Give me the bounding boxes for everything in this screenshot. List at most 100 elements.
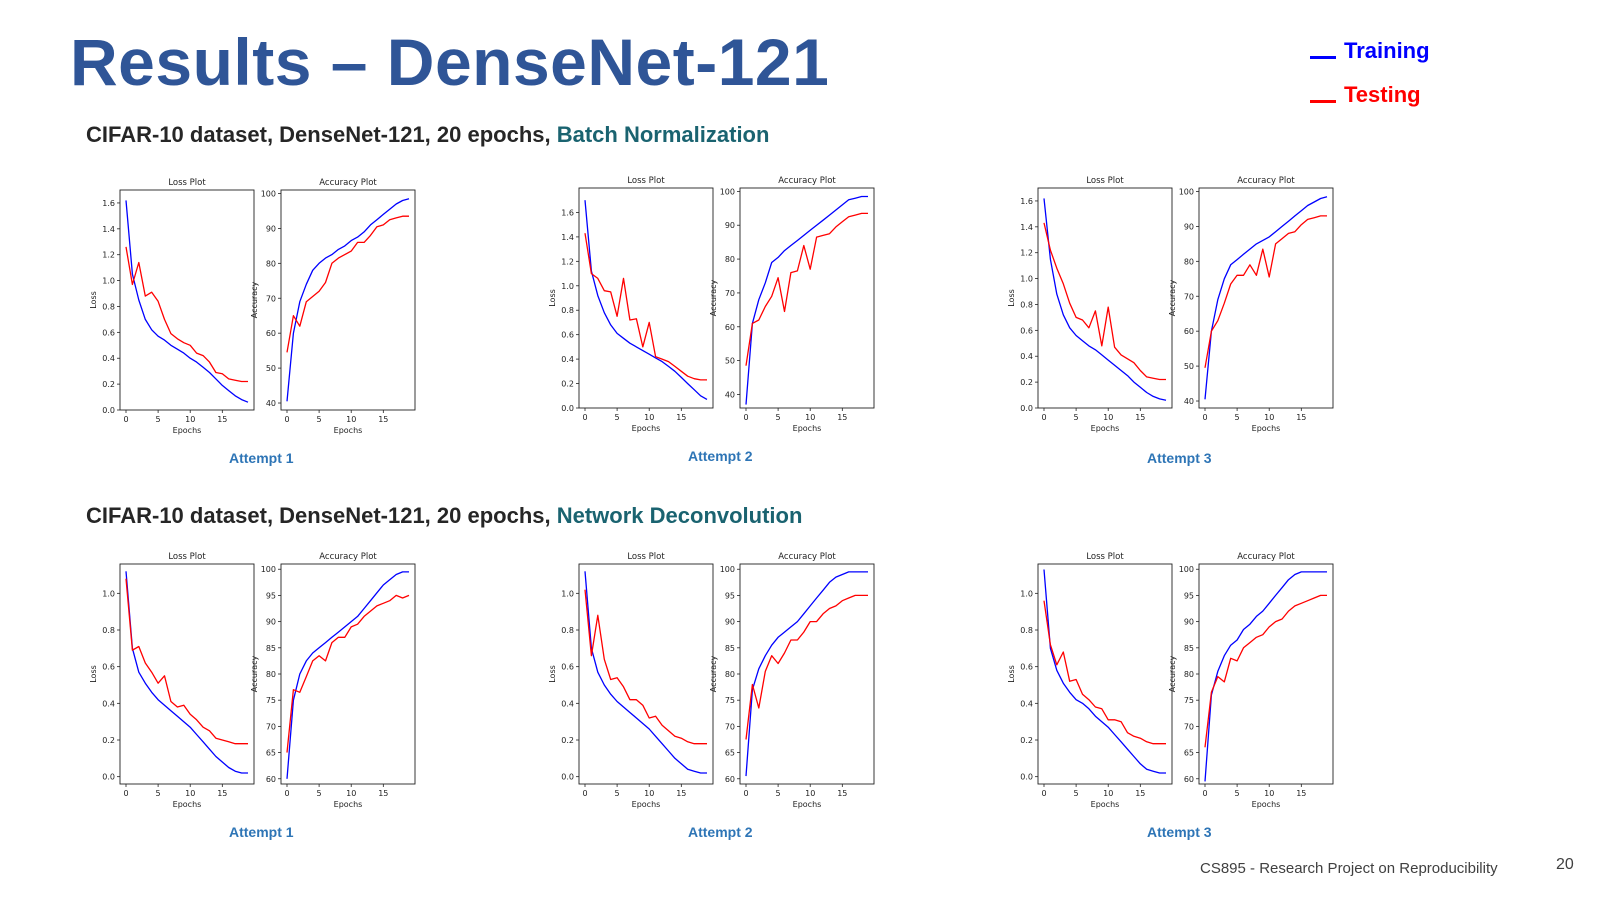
attempt-label: Attempt 1 xyxy=(229,824,294,840)
x-tick-label: 5 xyxy=(776,413,781,422)
plot-frame xyxy=(1037,563,1173,785)
y-tick-label: 60 xyxy=(725,323,735,332)
y-tick-label: 70 xyxy=(266,722,276,731)
y-tick-label: 80 xyxy=(266,259,276,268)
y-tick-label: 0.8 xyxy=(1020,300,1033,309)
plot-title: Accuracy Plot xyxy=(1237,552,1295,562)
nd-attempt3-loss-plot: Loss Plot 0.0 0.2 0.4 0.6 0.8 1.0 0 5 10 15 Epochs L… xyxy=(1007,552,1173,809)
plot-title: Accuracy Plot xyxy=(778,176,836,186)
red-line-swatch xyxy=(1310,100,1336,104)
y-tick-label: 1.6 xyxy=(561,208,574,217)
y-tick-label: 1.0 xyxy=(561,282,574,291)
y-tick-label: 0.4 xyxy=(561,699,574,708)
x-tick-label: 5 xyxy=(615,789,620,798)
plot-frame xyxy=(119,563,255,785)
y-axis-label: Loss xyxy=(548,665,557,683)
y-axis-label: Loss xyxy=(89,665,98,683)
testing-series-line xyxy=(1043,600,1166,745)
training-series-line xyxy=(584,571,707,774)
attempt-label: Attempt 1 xyxy=(229,450,294,466)
y-tick-label: 65 xyxy=(725,749,735,758)
plot-title: Loss Plot xyxy=(627,176,665,186)
y-tick-label: 0.2 xyxy=(561,736,574,745)
plot-frame xyxy=(1198,187,1334,409)
x-tick-label: 5 xyxy=(1235,789,1240,798)
y-tick-label: 1.6 xyxy=(102,199,115,208)
y-tick-label: 0.4 xyxy=(561,355,574,364)
plot-title: Accuracy Plot xyxy=(1237,176,1295,186)
y-tick-label: 1.0 xyxy=(1020,275,1033,284)
y-tick-label: 85 xyxy=(1184,644,1194,653)
x-tick-label: 10 xyxy=(805,413,815,422)
x-tick-label: 5 xyxy=(156,415,161,424)
y-tick-label: 1.2 xyxy=(561,257,574,266)
x-tick-label: 15 xyxy=(837,413,847,422)
testing-series-line xyxy=(745,594,868,740)
training-series-line xyxy=(286,198,410,402)
y-tick-label: 100 xyxy=(1179,187,1194,196)
x-tick-label: 0 xyxy=(1041,413,1046,422)
y-tick-label: 0.6 xyxy=(102,328,115,337)
plot-frame xyxy=(578,563,714,785)
plot-title: Loss Plot xyxy=(168,178,206,188)
nd-attempt2-accuracy-plot: Accuracy Plot 60 65 70 75 80 85 90 95 100 0 5 10 15 Ep… xyxy=(709,552,875,809)
y-tick-label: 100 xyxy=(720,565,735,574)
y-tick-label: 50 xyxy=(1184,362,1194,371)
y-tick-label: 70 xyxy=(1184,722,1194,731)
x-axis-label: Epochs xyxy=(632,800,661,809)
x-axis-label: Epochs xyxy=(793,424,822,433)
bn-attempt1-loss-plot: Loss Plot 0.0 0.2 0.4 0.6 0.8 1.0 1.2 1.4 1.6 0 5 10… xyxy=(89,178,255,435)
y-tick-label: 90 xyxy=(725,618,735,627)
x-tick-label: 10 xyxy=(1103,413,1113,422)
legend-item-testing: Testing xyxy=(1310,82,1510,108)
training-series-line xyxy=(125,200,249,403)
section-heading-highlight: Batch Normalization xyxy=(556,122,770,147)
x-tick-label: 10 xyxy=(1264,789,1274,798)
plot-title: Accuracy Plot xyxy=(319,552,377,562)
section-heading-highlight: Network Deconvolution xyxy=(556,503,803,528)
y-tick-label: 40 xyxy=(1184,397,1194,406)
y-tick-label: 50 xyxy=(725,357,735,366)
y-tick-label: 100 xyxy=(1179,565,1194,574)
y-axis-label: Accuracy xyxy=(1168,655,1177,692)
testing-series-line xyxy=(286,594,410,753)
y-tick-label: 0.2 xyxy=(102,736,115,745)
plot-frame xyxy=(1037,187,1173,409)
y-tick-label: 1.0 xyxy=(1020,589,1033,598)
y-tick-label: 0.0 xyxy=(561,404,574,413)
y-tick-label: 0.8 xyxy=(561,306,574,315)
y-axis-label: Accuracy xyxy=(250,281,259,318)
testing-series-line xyxy=(1043,222,1166,381)
plot-title: Accuracy Plot xyxy=(319,178,377,188)
x-tick-label: 15 xyxy=(837,789,847,798)
x-tick-label: 10 xyxy=(1103,789,1113,798)
x-tick-label: 10 xyxy=(346,789,356,798)
y-tick-label: 0.0 xyxy=(561,773,574,782)
nd-attempt1-accuracy-plot: Accuracy Plot 60 65 70 75 80 85 90 95 100 0 5 10 15 Ep… xyxy=(250,552,416,809)
y-tick-label: 0.0 xyxy=(102,406,115,415)
page-title: Results – DenseNet-121 xyxy=(70,25,830,99)
y-tick-label: 85 xyxy=(725,644,735,653)
y-tick-label: 60 xyxy=(1184,327,1194,336)
y-tick-label: 1.0 xyxy=(102,277,115,286)
y-tick-label: 80 xyxy=(725,255,735,264)
x-axis-label: Epochs xyxy=(334,426,363,435)
x-tick-label: 5 xyxy=(615,413,620,422)
page-number: 20 xyxy=(1556,856,1574,873)
y-tick-label: 75 xyxy=(1184,696,1194,705)
training-series-line xyxy=(1043,198,1167,401)
y-tick-label: 80 xyxy=(266,670,276,679)
plot-frame xyxy=(739,187,875,409)
section-heading-prefix: CIFAR-10 dataset, DenseNet-121, 20 epoch… xyxy=(86,122,557,147)
testing-series-line xyxy=(125,578,248,745)
y-tick-label: 0.6 xyxy=(1020,326,1033,335)
y-tick-label: 0.0 xyxy=(1020,404,1033,413)
y-tick-label: 90 xyxy=(266,224,276,233)
y-tick-label: 100 xyxy=(261,565,276,574)
bn-attempt1-accuracy-plot: Accuracy Plot 40 50 60 70 80 90 100 0 5 10 15 Epochs… xyxy=(250,178,416,435)
x-tick-label: 5 xyxy=(1074,789,1079,798)
x-axis-label: Epochs xyxy=(334,800,363,809)
x-tick-label: 0 xyxy=(284,415,289,424)
x-axis-label: Epochs xyxy=(793,800,822,809)
y-tick-label: 0.4 xyxy=(1020,352,1033,361)
